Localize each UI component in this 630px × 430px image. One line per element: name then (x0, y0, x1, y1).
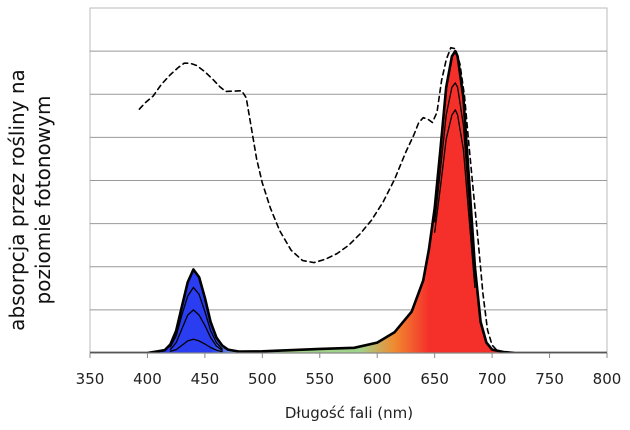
x-tick-label: 750 (535, 370, 564, 388)
series-inner-line-2 (169, 82, 476, 350)
x-tick-label: 800 (593, 370, 622, 388)
series-lines (90, 46, 607, 353)
x-ticks: 350 400 450 500 550 600 650 700 750 800 (76, 353, 622, 388)
x-axis-title: Długość fali (nm) (285, 404, 413, 422)
y-axis-title-line1: absorpcja przez rośliny na (5, 69, 29, 331)
series-outer-line (90, 49, 607, 353)
x-tick-label: 700 (478, 370, 507, 388)
x-tick-label: 600 (363, 370, 392, 388)
series-inner-line-4 (169, 338, 223, 353)
x-tick-label: 450 (191, 370, 220, 388)
y-axis-title-line2: poziomie fotonowym (31, 96, 55, 305)
x-tick-label: 350 (76, 370, 105, 388)
x-tick-label: 550 (305, 370, 334, 388)
series-inner-line-3 (169, 109, 476, 351)
x-tick-label: 400 (133, 370, 162, 388)
gridlines (90, 50, 607, 311)
x-tick-label: 650 (420, 370, 449, 388)
series-dashed-line (138, 46, 499, 353)
x-tick-label: 500 (248, 370, 277, 388)
